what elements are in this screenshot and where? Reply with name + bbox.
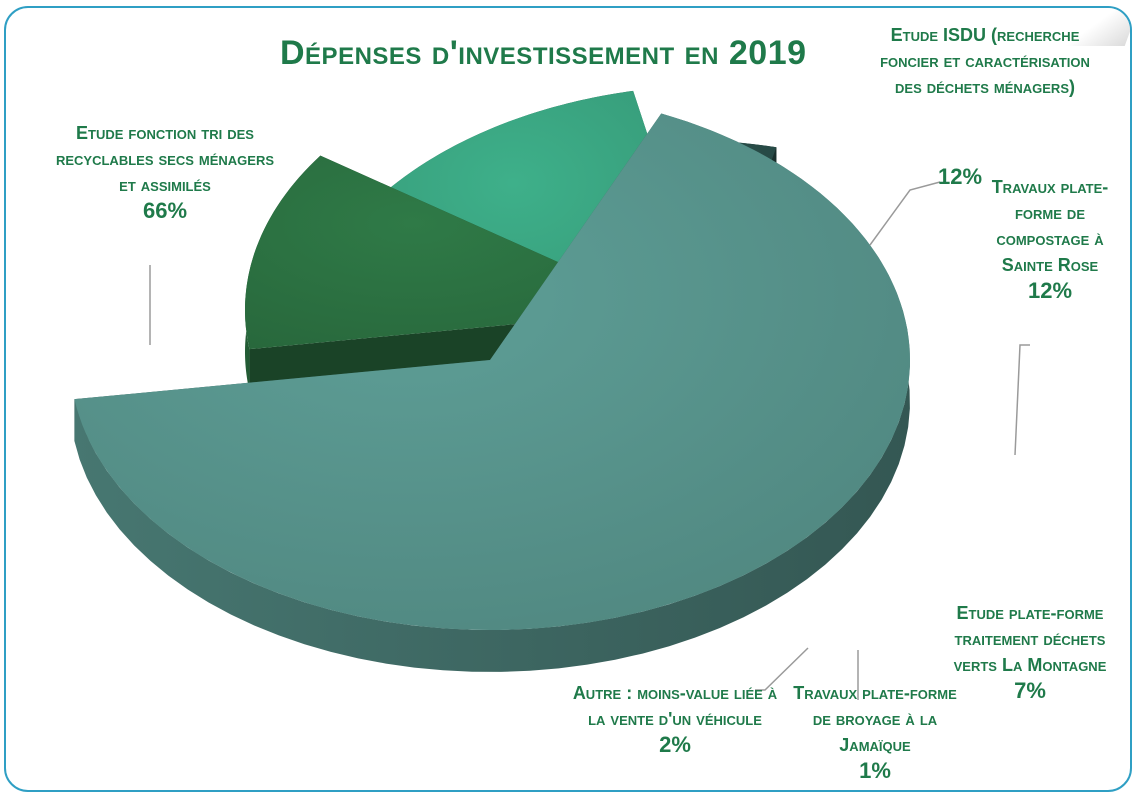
slice-name: Travaux plate-forme de compostage à Sain… xyxy=(991,177,1109,275)
pie-slice xyxy=(74,113,910,672)
leader-line xyxy=(755,647,809,691)
slice-label-autre: Autre : moins-value liée à la vente d'un… xyxy=(565,680,785,758)
slice-percent: 2% xyxy=(659,732,691,757)
slice-percent: 66% xyxy=(142,198,188,223)
slice-label-broyage: Travaux plate-forme de broyage à la Jama… xyxy=(790,680,960,784)
slice-percent-isdu: 12% xyxy=(937,164,983,189)
slice-top xyxy=(74,113,910,630)
slice-name: Travaux plate-forme de broyage à la Jama… xyxy=(793,683,957,755)
slice-name: Etude ISDU (recherche foncier et caracté… xyxy=(880,25,1090,97)
slice-label-isdu: Etude ISDU (recherche foncier et caracté… xyxy=(880,22,1090,100)
slice-label-montagne: Etude plate-forme traitement déchets ver… xyxy=(935,600,1125,704)
slice-percent: 12% xyxy=(1027,278,1073,303)
leader-line xyxy=(869,181,941,246)
leader-line xyxy=(1014,344,1030,456)
slice-name: Etude plate-forme traitement déchets ver… xyxy=(953,603,1107,675)
slice-percent: 7% xyxy=(1014,678,1046,703)
slice-name: Autre : moins-value liée à la vente d'un… xyxy=(572,683,778,729)
slice-label-compostage: Travaux plate-forme de compostage à Sain… xyxy=(975,174,1125,304)
chart-title: Dépenses d'investissement en 2019 xyxy=(280,34,807,72)
slice-label-tri: Etude fonction tri des recyclables secs … xyxy=(50,120,280,224)
slice-name: Etude fonction tri des recyclables secs … xyxy=(55,123,275,195)
slice-percent: 1% xyxy=(859,758,891,783)
